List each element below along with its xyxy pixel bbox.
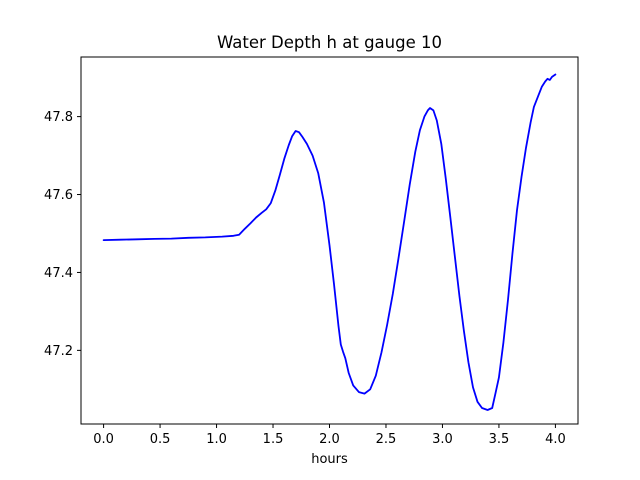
water-depth-line (102, 73, 557, 411)
x-tick-label: 3.0 (432, 432, 453, 447)
y-tick-label: 47.8 (44, 110, 73, 125)
x-tick-label: 1.0 (206, 432, 227, 447)
x-axis-label: hours (311, 452, 348, 467)
y-tick-label: 47.4 (44, 266, 73, 281)
y-tick-label: 47.2 (44, 344, 73, 359)
chart-title: Water Depth h at gauge 10 (217, 33, 442, 52)
y-tick-label: 47.6 (44, 188, 73, 203)
x-tick-label: 2.5 (376, 432, 397, 447)
x-tick-label: 0.5 (150, 432, 171, 447)
x-tick-label: 1.5 (263, 432, 284, 447)
x-tick-label: 4.0 (545, 432, 566, 447)
x-tick-label: 0.0 (93, 432, 114, 447)
x-tick-label: 3.5 (489, 432, 510, 447)
x-tick-label: 2.0 (319, 432, 340, 447)
